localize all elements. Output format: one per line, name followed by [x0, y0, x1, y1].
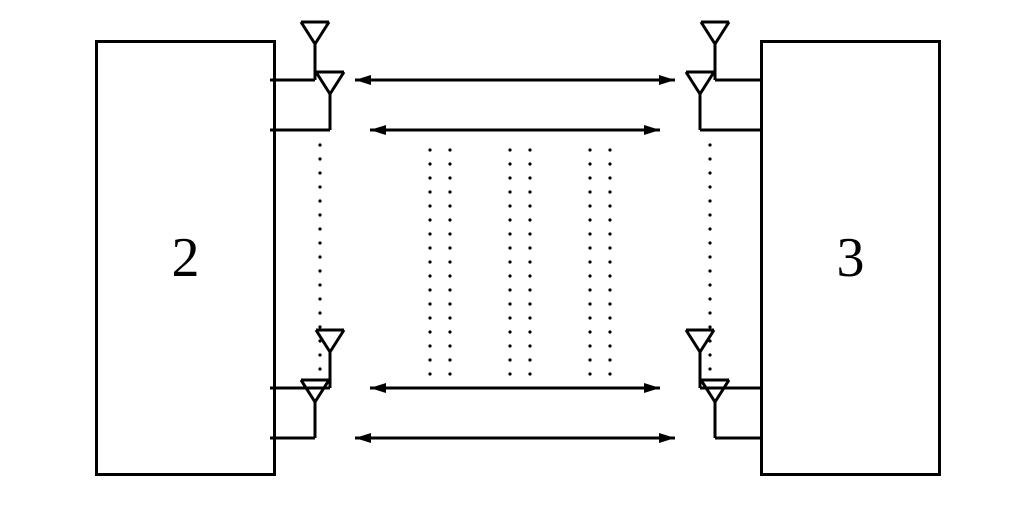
- diagram-svg: [0, 0, 1032, 512]
